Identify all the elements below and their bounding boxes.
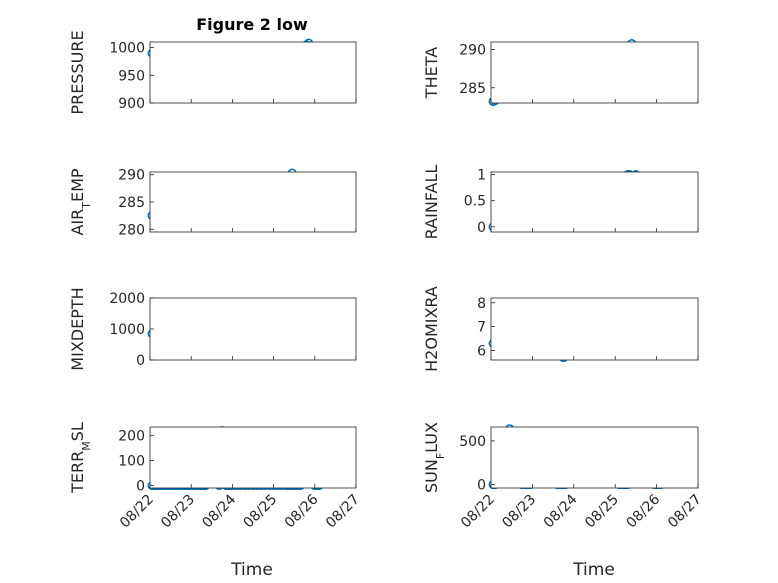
x-tick-label: 08/23 bbox=[158, 492, 198, 532]
y-tick-label: 6 bbox=[477, 343, 486, 359]
x-tick-label: 08/22 bbox=[458, 492, 498, 532]
x-axis-label-right: Time bbox=[572, 560, 615, 580]
y-tick-label: 0 bbox=[477, 220, 486, 236]
x-axis-label-left: Time bbox=[230, 560, 273, 580]
subplot-pressure: 900 950 1000 PRESSURE bbox=[68, 30, 357, 115]
subplot-theta: 285 290 THETA bbox=[422, 38, 699, 107]
subplot-mixdepth: 0 1000 2000 MIXDEPTH bbox=[68, 287, 357, 371]
y-tick-label: 100 bbox=[118, 454, 145, 470]
axes-frame bbox=[149, 297, 357, 361]
x-tick-label: 08/27 bbox=[665, 492, 705, 532]
axes-frame bbox=[149, 41, 357, 104]
y-axis-label: H2OMIXRA bbox=[422, 286, 441, 372]
y-tick-label: 0 bbox=[477, 478, 486, 494]
subplot-terr-msl: 0 100 200 08/22 08/23 08/24 08/25 08/26 08/27 TER… bbox=[68, 422, 363, 531]
x-tick-label: 08/24 bbox=[541, 491, 581, 531]
x-tick-label: 08/26 bbox=[282, 491, 322, 531]
axes-frame bbox=[490, 297, 699, 361]
subplot-sun-flux: 0 500 08/22 08/23 08/24 08/25 08/26 08/27 SUNFLU… bbox=[422, 422, 705, 531]
y-tick-label: 290 bbox=[459, 43, 486, 59]
x-tick-label: 08/25 bbox=[241, 492, 281, 532]
y-axis-label: PRESSURE bbox=[68, 30, 87, 114]
subplot-air-temp: 280 285 290 AIRTEMP bbox=[68, 168, 357, 238]
y-tick-label: 285 bbox=[459, 81, 486, 97]
y-tick-label: 7 bbox=[477, 320, 486, 336]
y-tick-label: 1000 bbox=[109, 322, 145, 338]
y-tick-label: 280 bbox=[118, 222, 145, 238]
x-tick-label: 08/26 bbox=[624, 491, 664, 531]
axes-frame bbox=[149, 426, 357, 489]
axes-frame bbox=[490, 171, 699, 233]
y-tick-label: 0.5 bbox=[464, 194, 486, 210]
y-axis-label: TERRMSL bbox=[68, 422, 93, 494]
x-tick-label: 08/25 bbox=[582, 492, 622, 532]
y-tick-label: 200 bbox=[118, 429, 145, 445]
x-tick-label: 08/24 bbox=[199, 491, 239, 531]
y-axis-label: THETA bbox=[422, 47, 441, 99]
y-tick-label: 1000 bbox=[109, 41, 145, 57]
y-axis-label: MIXDEPTH bbox=[68, 287, 87, 370]
y-axis-label: RAINFALL bbox=[422, 165, 441, 240]
y-tick-label: 285 bbox=[118, 195, 145, 211]
y-axis-label: SUNFLUX bbox=[422, 422, 447, 493]
figure-title: Figure 2 low bbox=[196, 15, 308, 34]
y-tick-label: 0 bbox=[136, 479, 145, 495]
y-tick-label: 0 bbox=[136, 353, 145, 369]
y-tick-label: 1 bbox=[477, 168, 486, 184]
subplot-h2omixra: 6 7 8 H2OMIXRA bbox=[422, 286, 699, 372]
axes-frame bbox=[149, 171, 357, 233]
x-tick-label: 08/23 bbox=[499, 492, 539, 532]
y-tick-label: 2000 bbox=[109, 291, 145, 307]
y-tick-label: 950 bbox=[118, 68, 145, 84]
x-tick-label: 08/27 bbox=[323, 492, 363, 532]
axes-frame bbox=[490, 426, 699, 489]
x-tick-label: 08/22 bbox=[117, 492, 157, 532]
subplot-rainfall: 0 0.5 1 RAINFALL bbox=[422, 165, 699, 240]
y-tick-label: 8 bbox=[477, 296, 486, 312]
y-tick-label: 500 bbox=[459, 434, 486, 450]
y-tick-label: 900 bbox=[118, 96, 145, 112]
y-axis-label: AIRTEMP bbox=[68, 168, 93, 235]
y-tick-label: 290 bbox=[118, 168, 145, 184]
axes-frame bbox=[490, 41, 699, 104]
